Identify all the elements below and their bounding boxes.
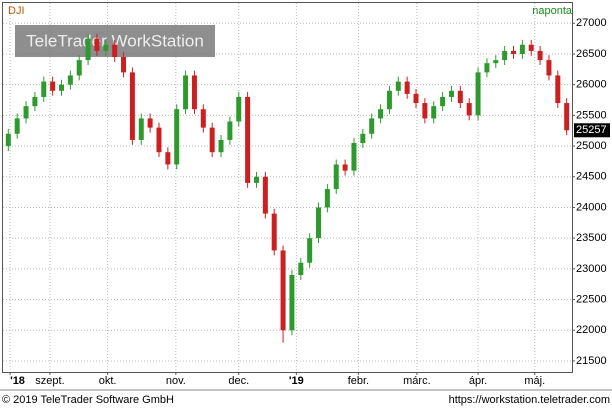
x-tick-label: dec. [228, 375, 249, 387]
candle-body [94, 38, 100, 51]
y-tick-label: 25500 [576, 109, 607, 121]
candle-body [537, 50, 543, 61]
x-tick-label: nov. [166, 375, 186, 387]
candle-body [5, 133, 11, 147]
candle-body [448, 90, 454, 97]
last-price-box [574, 123, 610, 138]
candle-body [333, 164, 339, 190]
x-tick-label: márc. [403, 375, 431, 387]
candle-body [85, 38, 91, 61]
y-tick-label: 26000 [576, 79, 607, 91]
candle-body [502, 50, 508, 61]
candle-body [342, 164, 348, 171]
x-tick-label: '19 [289, 375, 304, 387]
y-tick-label: 24000 [576, 201, 607, 213]
y-tick-label: 22000 [576, 324, 607, 336]
candle-body [14, 118, 20, 134]
candle-body [121, 57, 127, 73]
candle-body [227, 121, 233, 140]
candle-body [165, 152, 171, 165]
candle-body [431, 106, 437, 119]
x-tick-label: szept. [35, 375, 64, 387]
candle-body [475, 72, 481, 116]
candle-body [351, 142, 357, 171]
candle-body [183, 75, 189, 110]
candle-body [245, 96, 251, 183]
candle-body [174, 109, 180, 165]
x-tick-label: ápr. [469, 375, 487, 387]
candle-body [23, 106, 29, 119]
last-price-label: 25257 [576, 124, 607, 136]
x-tick-label: okt. [99, 375, 117, 387]
candle-body [395, 81, 401, 91]
candle-body [511, 50, 517, 54]
candle-body [413, 93, 419, 104]
candle-body [546, 60, 552, 76]
candle-body [360, 133, 366, 143]
candle-body [50, 81, 56, 91]
y-tick-label: 26500 [576, 48, 607, 60]
candle-body [422, 103, 428, 119]
candle-body [386, 90, 392, 110]
footer-copyright: © 2019 TeleTrader Software GmbH [2, 394, 174, 406]
y-tick-label: 23000 [576, 263, 607, 275]
y-tick-label: 22500 [576, 293, 607, 305]
candle-body [76, 60, 82, 76]
candle-body [404, 81, 410, 94]
candle-body [200, 109, 206, 128]
candles [5, 33, 570, 343]
candle-body [112, 44, 118, 58]
y-tick-label: 27000 [576, 17, 607, 29]
candle-body [564, 103, 570, 131]
y-tick-label: 23500 [576, 232, 607, 244]
chart-title: DJI [8, 5, 25, 17]
y-tick-label: 24500 [576, 171, 607, 183]
candle-body [209, 127, 215, 153]
plot-frame [2, 2, 573, 373]
y-tick-label: 21500 [576, 355, 607, 367]
candle-body [493, 60, 499, 64]
candle-body [138, 118, 144, 140]
candle-body [280, 250, 286, 331]
candle-body [555, 75, 561, 104]
candle-body [191, 75, 197, 110]
candle-body [298, 262, 304, 275]
candle-body [316, 207, 322, 239]
x-tick-label: máj. [524, 375, 545, 387]
footer-url: https://workstation.teletrader.com [449, 394, 610, 406]
candle-body [519, 44, 525, 54]
x-tick-label: '18 [10, 375, 25, 387]
candle-body [484, 63, 490, 73]
candle-body [236, 96, 242, 122]
y-tick-label: 25000 [576, 140, 607, 152]
candle-body [253, 176, 259, 183]
candle-body [67, 75, 73, 85]
chart-subtitle: naponta [532, 5, 573, 17]
candle-body [324, 189, 330, 208]
x-tick-label: febr. [348, 375, 369, 387]
candle-body [289, 274, 295, 331]
candle-body [218, 139, 224, 153]
candle-body [32, 96, 38, 107]
candle-body [147, 118, 153, 128]
candle-body [156, 127, 162, 153]
candle-body [440, 96, 446, 107]
candle-body [58, 84, 64, 91]
candle-body [457, 90, 463, 104]
candle-body [129, 72, 135, 140]
candle-body [271, 213, 277, 251]
candle-body [528, 44, 534, 51]
candle-body [369, 118, 375, 134]
candle-body [41, 81, 47, 97]
candle-body [262, 176, 268, 214]
candle-body [378, 109, 384, 119]
candle-body [466, 103, 472, 116]
candle-body [307, 238, 313, 263]
candle-body [103, 44, 109, 51]
